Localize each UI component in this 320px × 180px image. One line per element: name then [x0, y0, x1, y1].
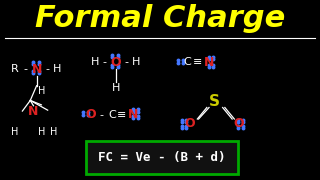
FancyBboxPatch shape: [86, 141, 237, 174]
Text: H: H: [11, 127, 18, 137]
Text: R: R: [11, 64, 18, 74]
Text: FC = Ve - (B + d): FC = Ve - (B + d): [98, 151, 225, 164]
Text: O: O: [85, 108, 96, 121]
Text: H: H: [38, 127, 45, 137]
Text: ≡: ≡: [117, 110, 126, 120]
Text: H: H: [132, 57, 140, 67]
Text: N: N: [204, 56, 214, 69]
Text: S: S: [209, 94, 220, 109]
Text: C: C: [108, 110, 116, 120]
Text: H: H: [91, 57, 99, 67]
Text: H: H: [112, 83, 120, 93]
Text: -: -: [125, 57, 129, 67]
Text: -: -: [24, 64, 28, 74]
Text: N: N: [28, 105, 39, 118]
Text: H: H: [38, 86, 45, 96]
Text: ≡: ≡: [193, 57, 202, 67]
Text: -: -: [46, 64, 50, 74]
Text: N: N: [31, 63, 42, 76]
Text: -: -: [100, 110, 103, 120]
Text: H: H: [53, 64, 61, 74]
Text: O: O: [110, 56, 121, 69]
Text: O: O: [185, 117, 196, 130]
Text: N: N: [128, 108, 138, 121]
Text: -: -: [103, 57, 107, 67]
Text: C: C: [183, 57, 191, 67]
Text: Formal Charge: Formal Charge: [35, 4, 285, 33]
Text: H: H: [50, 127, 58, 137]
Text: O: O: [233, 117, 244, 130]
